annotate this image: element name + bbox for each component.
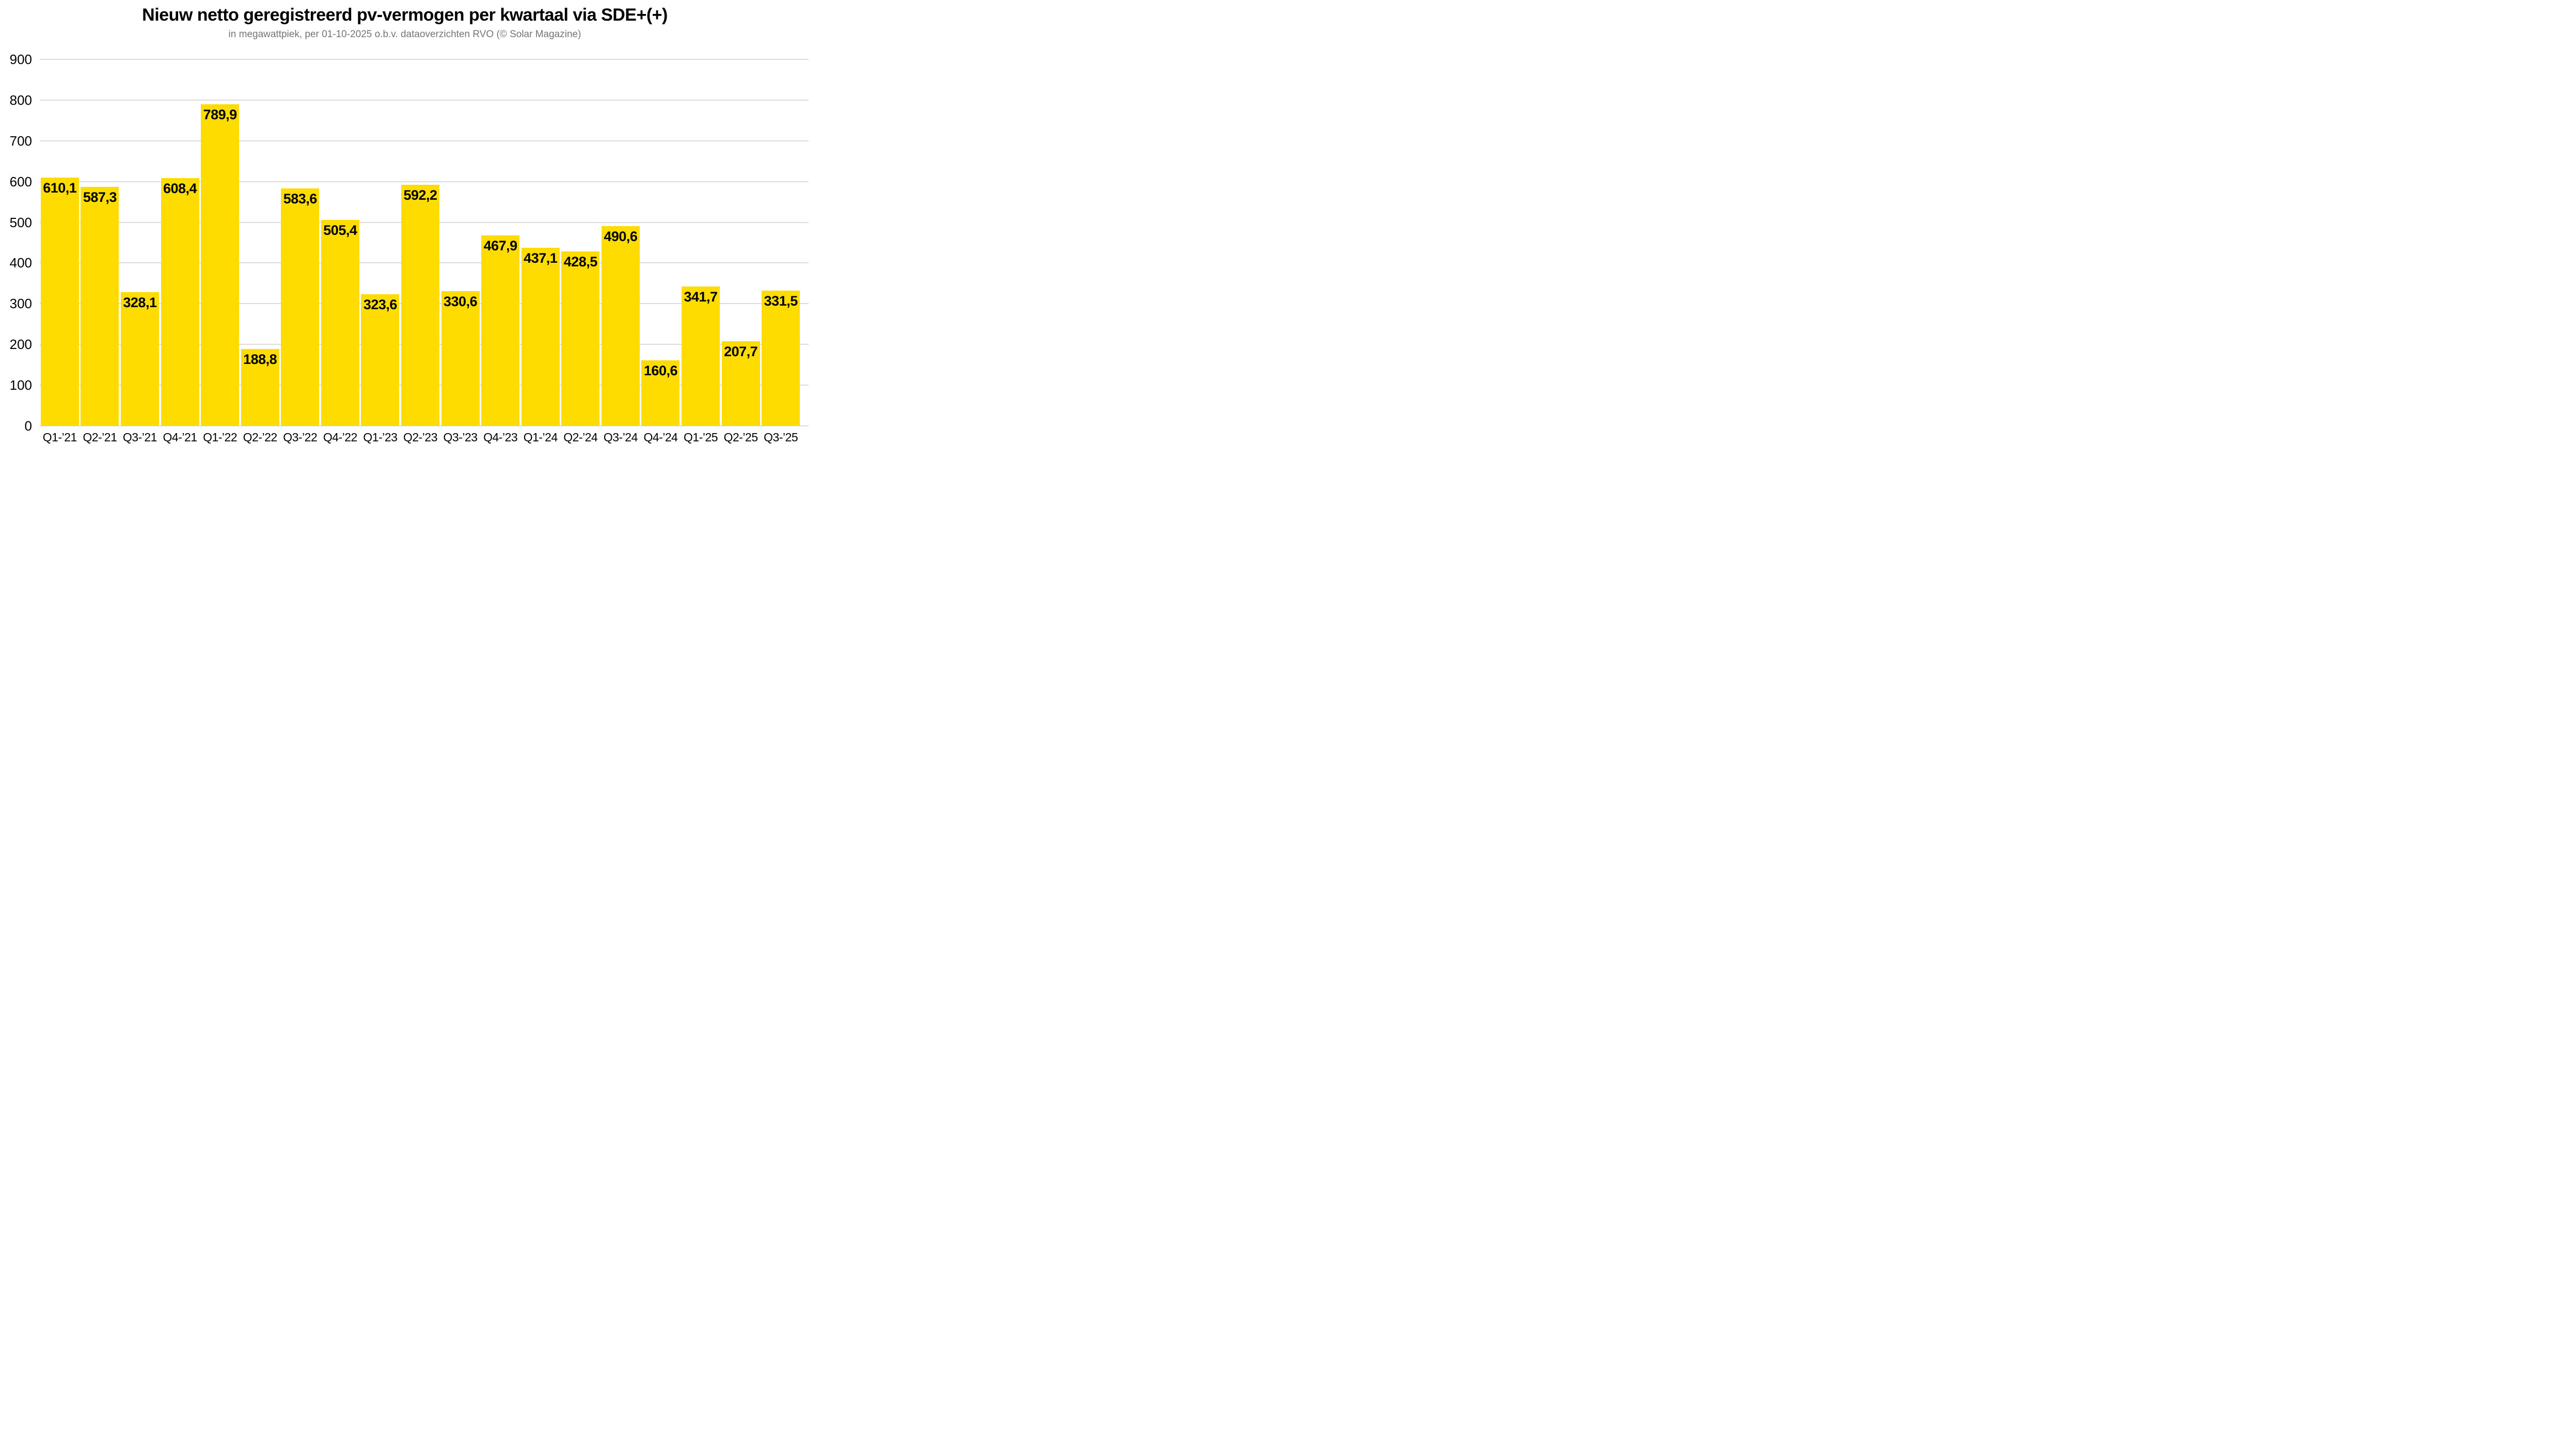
y-axis-tick-label: 0 (24, 418, 32, 434)
bar-value-label: 608,4 (163, 181, 197, 197)
y-axis-tick-label: 900 (9, 52, 32, 67)
bar-Q1-’25: 341,7 (682, 286, 720, 426)
bar-value-label: 583,6 (283, 190, 318, 206)
gridline-900 (40, 59, 809, 60)
bar-Q4-’23: 467,9 (481, 235, 520, 426)
x-axis-tick-label: Q4-’21 (163, 431, 198, 444)
x-axis-tick-label: Q3-’22 (283, 431, 318, 444)
bar-Q1-’24: 437,1 (521, 248, 560, 426)
bar-value-label: 323,6 (363, 296, 398, 312)
bar-Q2-’22: 188,8 (241, 349, 279, 426)
bar-value-label: 592,2 (403, 187, 437, 203)
bar-Q4-’21: 608,4 (161, 178, 199, 426)
bar-value-label: 610,1 (43, 180, 77, 196)
x-axis-tick-label: Q3-’23 (443, 431, 478, 444)
bar-Q1-’21: 610,1 (40, 177, 79, 426)
x-axis-tick-label: Q4-’22 (323, 431, 358, 444)
gridline-600 (40, 181, 809, 182)
x-axis-tick-label: Q1-’23 (363, 431, 398, 444)
x-axis-tick-label: Q2-’21 (83, 431, 117, 444)
bar-chart: Nieuw netto geregistreerd pv-vermogen pe… (0, 0, 810, 455)
x-axis-tick-label: Q3-’24 (603, 431, 638, 444)
x-axis-tick-label: Q4-’23 (483, 431, 518, 444)
y-axis-tick-label: 700 (9, 133, 32, 149)
bar-value-label: 330,6 (444, 294, 478, 310)
bar-value-label: 341,7 (684, 289, 718, 305)
bar-value-label: 490,6 (604, 228, 638, 244)
bar-Q3-’22: 583,6 (281, 188, 320, 426)
plot-area: 0 100 200 300 400 500 600 700 800 900 610,1 587,3 3… (0, 0, 810, 455)
y-axis-tick-label: 600 (9, 173, 32, 189)
gridline-0 (40, 425, 809, 426)
bar-Q2-’24: 428,5 (561, 251, 600, 426)
bar-value-label: 188,8 (243, 352, 277, 368)
bar-Q4-’24: 160,6 (641, 360, 680, 426)
x-axis-tick-label: Q2-’25 (723, 431, 758, 444)
bar-value-label: 587,3 (83, 189, 117, 205)
bar-Q4-’22: 505,4 (321, 220, 359, 426)
y-axis-tick-label: 800 (9, 92, 32, 108)
x-axis-tick-label: Q1-’25 (684, 431, 718, 444)
gridline-800 (40, 99, 809, 101)
x-axis-tick-label: Q2-’22 (243, 431, 278, 444)
bar-Q3-’25: 331,5 (762, 291, 800, 426)
x-axis-tick-label: Q1-’24 (523, 431, 558, 444)
x-axis-tick-label: Q3-’21 (122, 431, 157, 444)
bar-Q2-’23: 592,2 (401, 184, 439, 426)
bar-value-label: 428,5 (563, 253, 598, 269)
bar-value-label: 160,6 (643, 363, 678, 379)
bar-Q1-’23: 323,6 (361, 294, 400, 426)
bar-Q2-’25: 207,7 (721, 341, 760, 426)
chart-subtitle: in megawattpiek, per 01-10-2025 o.b.v. d… (228, 29, 581, 40)
x-axis-tick-label: Q1-’21 (42, 431, 77, 444)
bar-value-label: 789,9 (203, 106, 238, 122)
x-axis-tick-label: Q3-’25 (764, 431, 798, 444)
x-axis-tick-label: Q4-’24 (643, 431, 678, 444)
y-axis-tick-label: 300 (9, 296, 32, 312)
bar-value-label: 505,4 (323, 222, 357, 238)
bar-Q3-’23: 330,6 (441, 291, 480, 426)
bar-Q1-’22: 789,9 (201, 104, 240, 426)
bar-value-label: 207,7 (724, 344, 758, 360)
y-axis-tick-label: 200 (9, 337, 32, 353)
bar-value-label: 467,9 (483, 237, 518, 253)
y-axis-tick-label: 500 (9, 214, 32, 230)
y-axis-tick-label: 400 (9, 255, 32, 271)
x-axis-tick-label: Q2-’23 (403, 431, 438, 444)
bar-Q2-’21: 587,3 (81, 186, 119, 426)
x-axis-tick-label: Q1-’22 (203, 431, 238, 444)
bar-value-label: 328,1 (123, 295, 157, 311)
y-axis-tick-label: 100 (9, 377, 32, 393)
chart-title: Nieuw netto geregistreerd pv-vermogen pe… (142, 5, 668, 25)
bar-Q3-’24: 490,6 (601, 226, 640, 426)
bar-value-label: 331,5 (764, 293, 798, 309)
bar-value-label: 437,1 (524, 250, 558, 266)
x-axis-tick-label: Q2-’24 (563, 431, 598, 444)
bar-Q3-’21: 328,1 (120, 292, 159, 426)
gridline-700 (40, 140, 809, 141)
